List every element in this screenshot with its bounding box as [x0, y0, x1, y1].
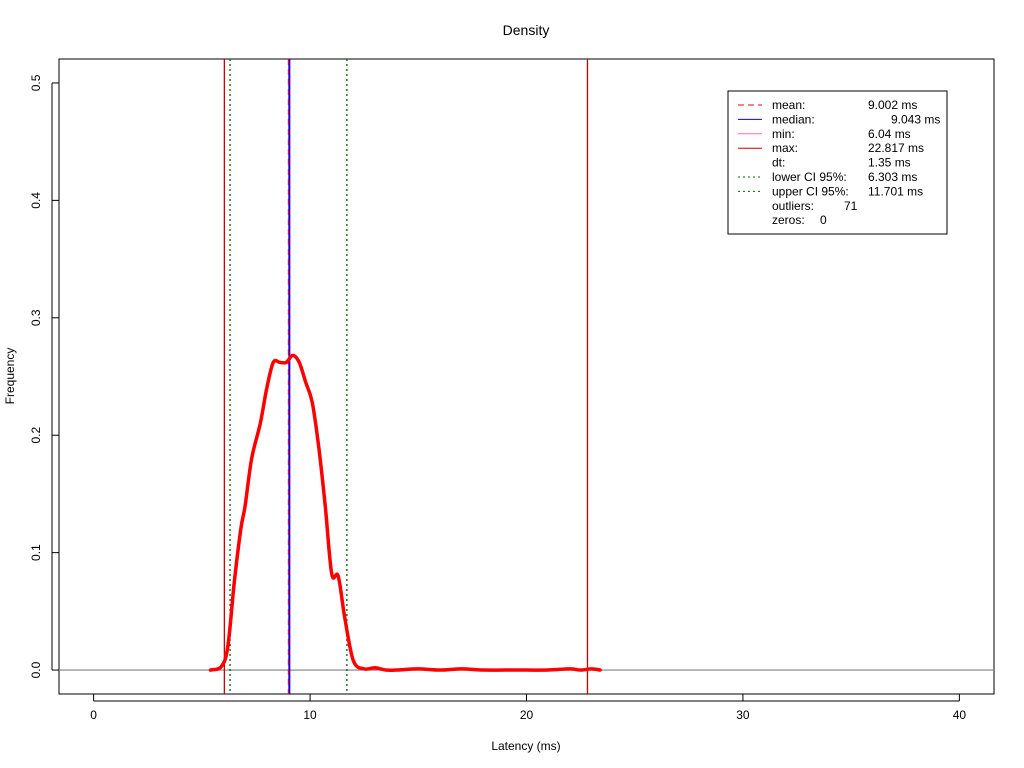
density-curve-0 — [208, 353, 602, 673]
y-tick-label: 0.4 — [29, 192, 43, 209]
legend-label-median: median: — [772, 112, 815, 126]
legend-label-dt: dt: — [772, 156, 785, 170]
x-tick-label: 20 — [520, 708, 534, 722]
legend-value-outliers: 71 — [844, 199, 858, 213]
y-tick-label: 0.2 — [29, 427, 43, 444]
legend-label-min: min: — [772, 127, 795, 141]
legend-label-outliers: outliers: — [772, 199, 814, 213]
legend-label-mean: mean: — [772, 98, 805, 112]
legend-box — [727, 90, 948, 235]
x-tick-label: 0 — [90, 708, 97, 722]
legend-value-max: 22.817 ms — [868, 141, 924, 155]
x-axis-label: Latency (ms) — [491, 739, 560, 753]
chart-title: Density — [503, 22, 550, 38]
y-tick-label: 0.0 — [29, 661, 43, 678]
x-tick-label: 40 — [953, 708, 967, 722]
plot-area: 0 10 20 30 40 0.0 0.1 0.2 0.3 0.4 0.5 — [29, 58, 995, 722]
legend-value-upper_ci: 11.701 ms — [868, 184, 923, 198]
x-tick-label: 30 — [736, 708, 750, 722]
y-tick-label: 0.3 — [29, 309, 43, 326]
y-tick-label: 0.5 — [29, 74, 43, 91]
legend-label-max: max: — [772, 141, 798, 155]
legend-label-zeros: zeros: — [772, 213, 805, 227]
legend-value-dt: 1.35 ms — [868, 156, 911, 170]
legend-value-mean: 9.002 ms — [868, 98, 917, 112]
legend-value-zeros: 0 — [820, 213, 827, 227]
legend-label-lower_ci: lower CI 95%: — [772, 170, 847, 184]
y-tick-label: 0.1 — [29, 544, 43, 561]
legend-value-min: 6.04 ms — [868, 127, 911, 141]
legend-label-upper_ci: upper CI 95%: — [772, 184, 849, 198]
legend: mean: 9.002 ms median: 9.043 ms min: 6.04 ms m… — [727, 90, 948, 235]
y-axis-label: Frequency — [3, 348, 17, 405]
legend-value-median: 9.043 ms — [891, 112, 940, 126]
legend-value-lower_ci: 6.303 ms — [868, 170, 917, 184]
x-tick-label: 10 — [303, 708, 317, 722]
